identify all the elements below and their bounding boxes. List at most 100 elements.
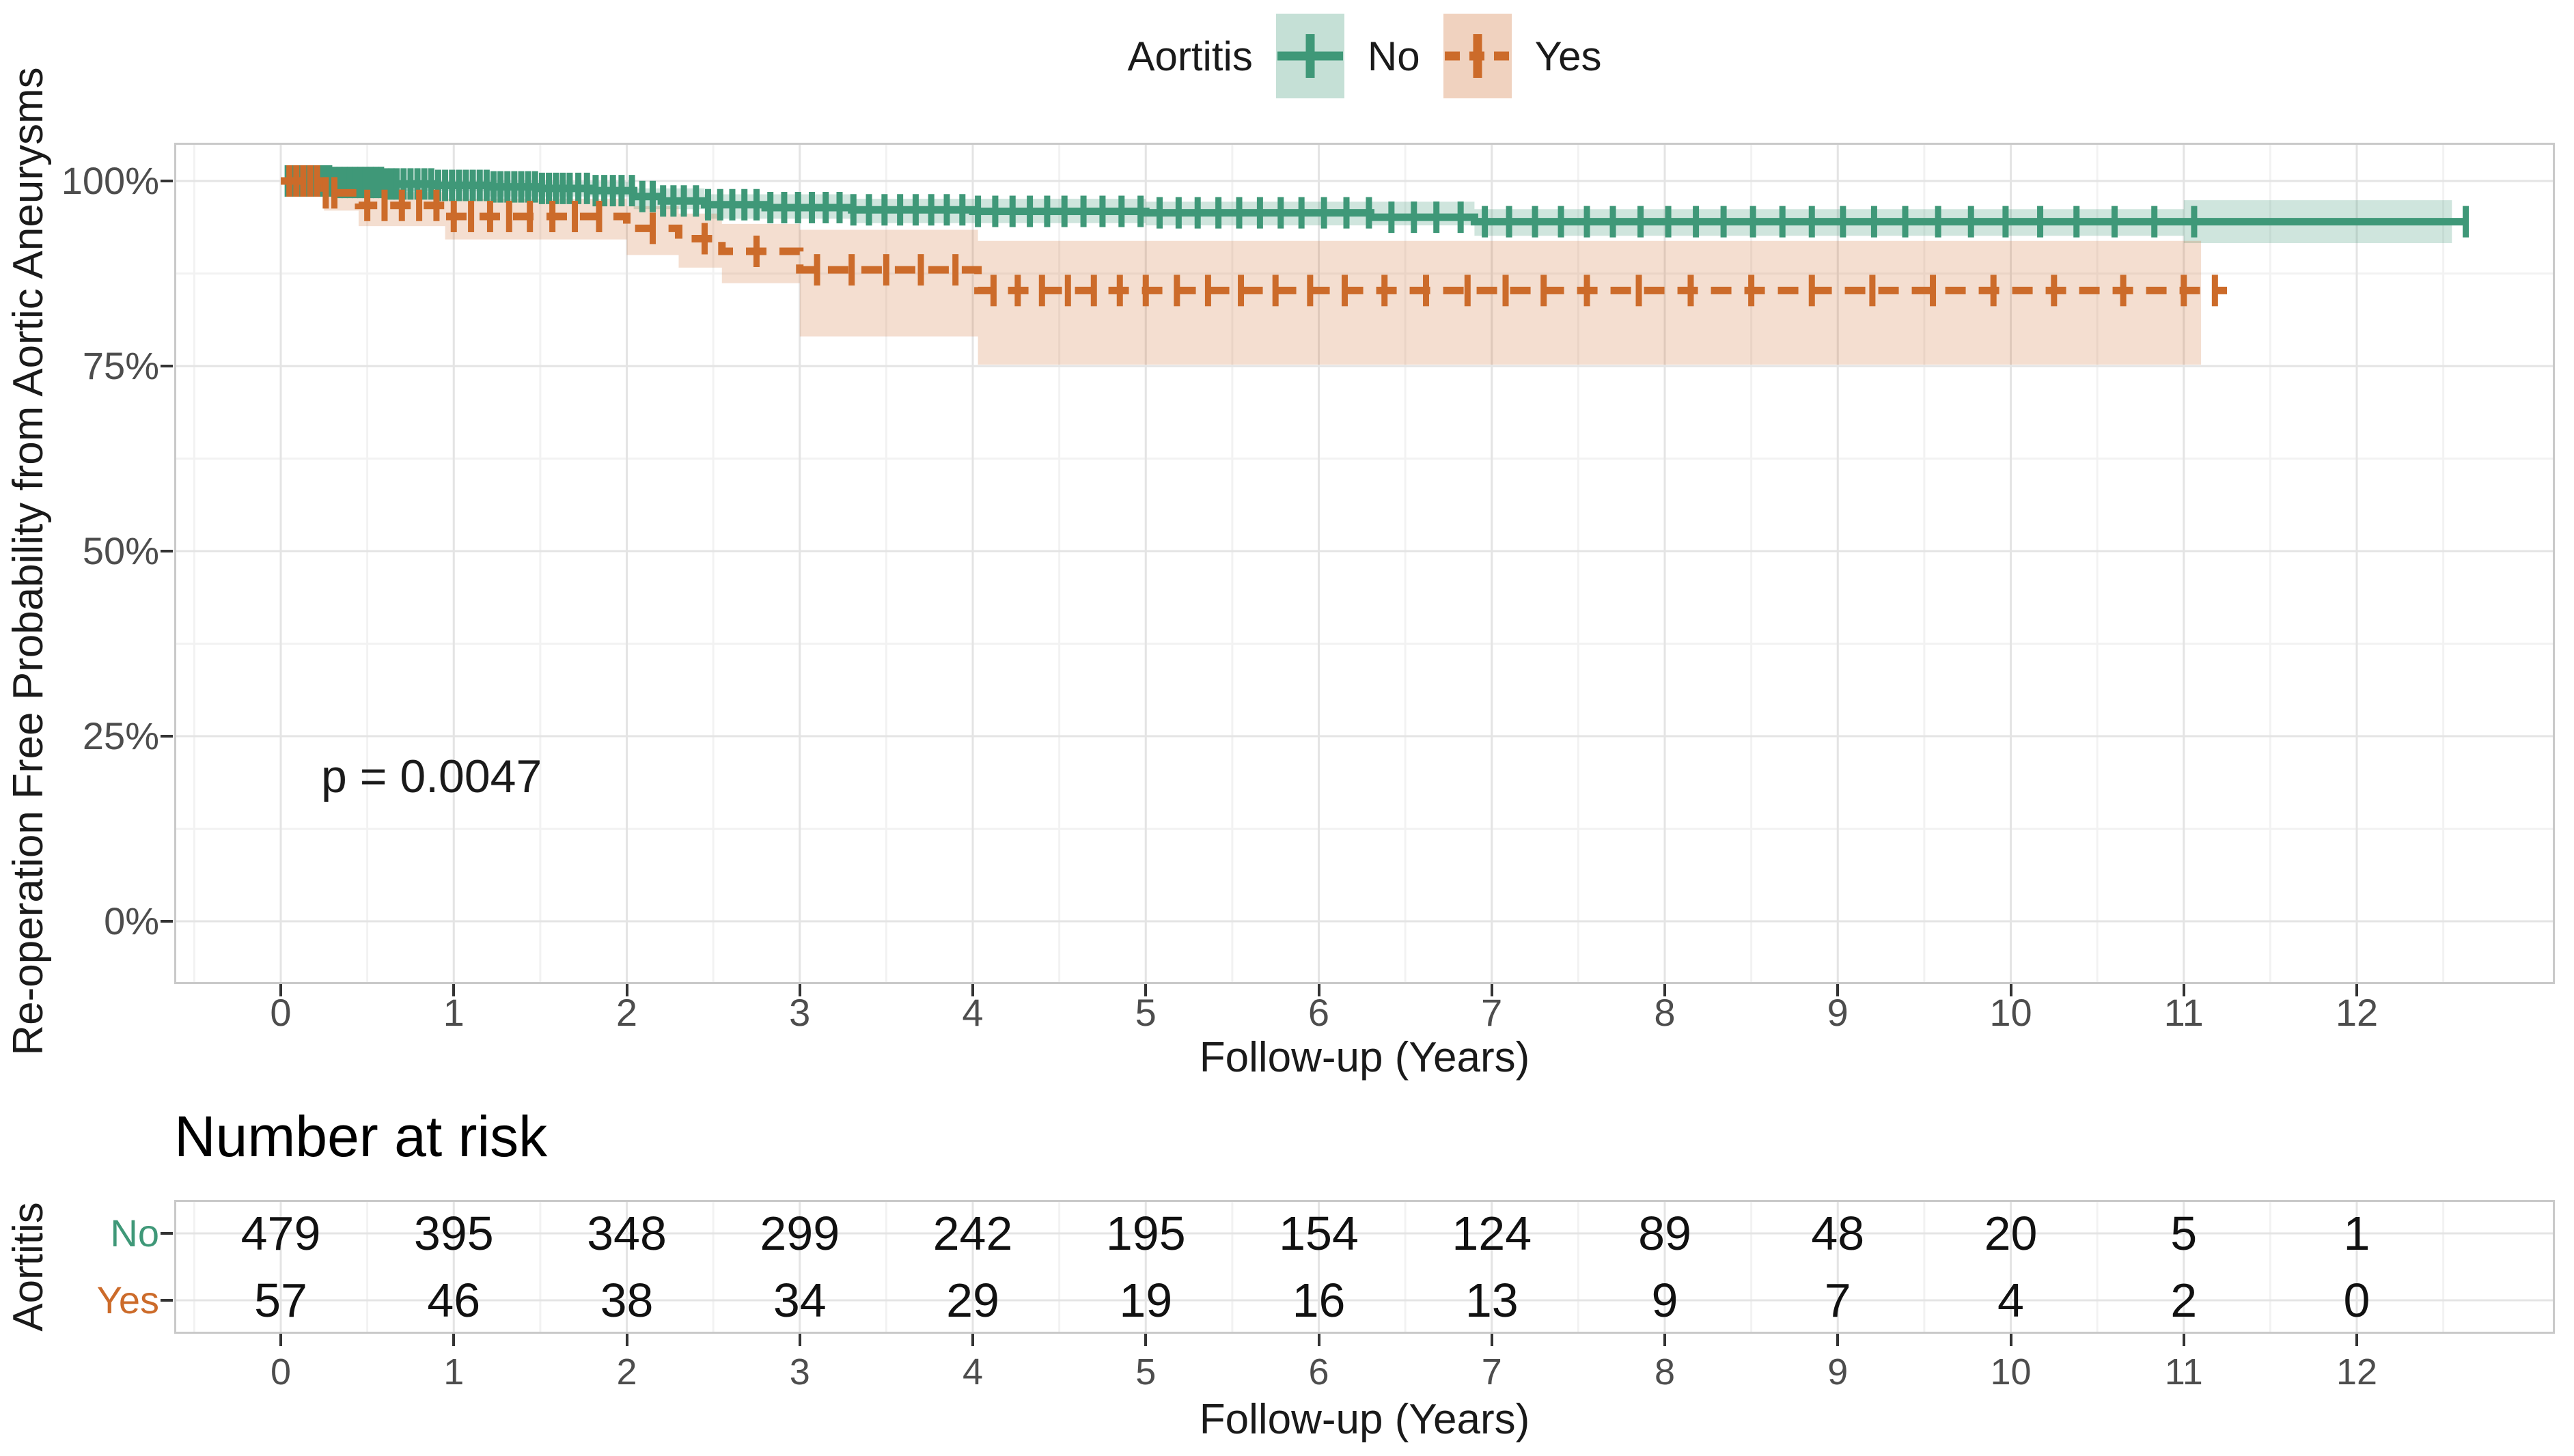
risk-x-tick-mark bbox=[1144, 1334, 1148, 1346]
risk-count: 13 bbox=[1465, 1274, 1519, 1327]
x-tick-label: 2 bbox=[615, 991, 638, 1034]
x-tick-mark bbox=[971, 984, 974, 996]
x-tick-mark bbox=[1836, 984, 1840, 996]
x-tick-label: 5 bbox=[1135, 991, 1157, 1034]
risk-x-tick-mark bbox=[798, 1334, 801, 1346]
y-tick-label: 0% bbox=[104, 899, 159, 942]
risk-count: 57 bbox=[254, 1274, 307, 1327]
x-tick-mark bbox=[1317, 984, 1320, 996]
y-tick-mark bbox=[161, 550, 173, 552]
risk-count: 19 bbox=[1119, 1274, 1173, 1327]
risk-count: 2 bbox=[2170, 1274, 2198, 1327]
risk-x-tick-mark bbox=[625, 1334, 628, 1346]
risk-row-label-no: No bbox=[110, 1212, 159, 1255]
risk-x-tick-mark bbox=[971, 1334, 974, 1346]
survival-plot-canvas bbox=[174, 143, 2555, 984]
risk-x-tick-label: 10 bbox=[1990, 1352, 2032, 1392]
risk-count: 395 bbox=[413, 1207, 494, 1260]
risk-count: 48 bbox=[1811, 1207, 1865, 1260]
x-tick-label: 4 bbox=[962, 991, 984, 1034]
risk-x-tick-label: 7 bbox=[1481, 1352, 1502, 1392]
x-tick-label: 3 bbox=[789, 991, 811, 1034]
y-tick-label: 100% bbox=[61, 159, 159, 202]
risk-table-heading: Number at risk bbox=[174, 1104, 548, 1168]
risk-row-tick-mark bbox=[161, 1299, 173, 1302]
risk-count: 7 bbox=[1824, 1274, 1851, 1327]
x-tick-mark bbox=[452, 984, 456, 996]
risk-count: 16 bbox=[1292, 1274, 1346, 1327]
x-tick-mark bbox=[1144, 984, 1148, 996]
x-tick-label: 10 bbox=[1989, 991, 2032, 1034]
risk-table-x-axis-title: Follow-up (Years) bbox=[1199, 1396, 1530, 1443]
x-tick-mark bbox=[798, 984, 801, 996]
x-tick-label: 7 bbox=[1481, 991, 1503, 1034]
y-tick-label: 75% bbox=[82, 344, 159, 387]
legend: Aortitis No Yes bbox=[174, 11, 2555, 101]
risk-count: 299 bbox=[760, 1207, 840, 1260]
y-tick-mark bbox=[161, 365, 173, 367]
x-tick-label: 12 bbox=[2335, 991, 2379, 1034]
risk-x-tick-label: 12 bbox=[2336, 1352, 2378, 1392]
risk-count: 124 bbox=[1452, 1207, 1532, 1260]
risk-row-label-yes: Yes bbox=[96, 1278, 159, 1321]
risk-count: 195 bbox=[1105, 1207, 1186, 1260]
risk-count: 348 bbox=[587, 1207, 667, 1260]
risk-x-tick-label: 0 bbox=[270, 1352, 292, 1392]
risk-x-tick-label: 6 bbox=[1308, 1352, 1329, 1392]
risk-x-tick-label: 1 bbox=[443, 1352, 465, 1392]
legend-label-yes: Yes bbox=[1534, 33, 1602, 79]
x-tick-label: 6 bbox=[1307, 991, 1330, 1034]
risk-count: 20 bbox=[1984, 1207, 2038, 1260]
y-tick-mark bbox=[161, 735, 173, 738]
risk-count: 1 bbox=[2343, 1207, 2370, 1260]
risk-x-tick-label: 5 bbox=[1135, 1352, 1157, 1392]
risk-x-tick-label: 3 bbox=[789, 1352, 810, 1392]
risk-count: 479 bbox=[240, 1207, 321, 1260]
risk-x-tick-mark bbox=[452, 1334, 456, 1346]
risk-count: 46 bbox=[427, 1274, 481, 1327]
y-tick-mark bbox=[161, 920, 173, 923]
risk-x-tick-mark bbox=[1317, 1334, 1320, 1346]
x-tick-mark bbox=[2182, 984, 2185, 996]
x-tick-mark bbox=[625, 984, 628, 996]
risk-count: 0 bbox=[2343, 1274, 2370, 1327]
x-tick-label: 1 bbox=[443, 991, 465, 1034]
risk-table-canvas bbox=[174, 1200, 2555, 1334]
y-tick-mark bbox=[161, 180, 173, 182]
risk-x-tick-label: 4 bbox=[962, 1352, 984, 1392]
x-tick-label: 11 bbox=[2163, 991, 2204, 1034]
risk-count: 5 bbox=[2170, 1207, 2198, 1260]
risk-count: 34 bbox=[773, 1274, 827, 1327]
y-tick-label: 25% bbox=[82, 714, 159, 757]
risk-count: 29 bbox=[946, 1274, 999, 1327]
risk-x-tick-label: 8 bbox=[1654, 1352, 1676, 1392]
x-tick-mark bbox=[1490, 984, 1493, 996]
y-tick-label: 50% bbox=[82, 529, 159, 572]
x-tick-mark bbox=[2355, 984, 2358, 996]
risk-x-tick-mark bbox=[2355, 1334, 2358, 1346]
legend-label-no: No bbox=[1367, 33, 1420, 79]
risk-x-tick-mark bbox=[279, 1334, 282, 1346]
risk-x-tick-mark bbox=[1663, 1334, 1666, 1346]
x-axis-title: Follow-up (Years) bbox=[1199, 1034, 1530, 1081]
legend-key-no-icon bbox=[1275, 14, 1344, 98]
risk-count: 38 bbox=[600, 1274, 654, 1327]
risk-x-tick-label: 9 bbox=[1827, 1352, 1849, 1392]
risk-x-tick-mark bbox=[1490, 1334, 1493, 1346]
risk-x-tick-label: 2 bbox=[616, 1352, 637, 1392]
risk-row-tick-mark bbox=[161, 1232, 173, 1235]
x-tick-mark bbox=[2009, 984, 2012, 996]
p-value-annotation: p = 0.0047 bbox=[321, 751, 542, 802]
risk-count: 9 bbox=[1651, 1274, 1678, 1327]
risk-x-tick-mark bbox=[2009, 1334, 2012, 1346]
x-tick-mark bbox=[279, 984, 282, 996]
risk-count: 242 bbox=[932, 1207, 1013, 1260]
x-tick-label: 8 bbox=[1654, 991, 1676, 1034]
risk-count: 4 bbox=[1997, 1274, 2024, 1327]
legend-title: Aortitis bbox=[1127, 33, 1253, 79]
risk-x-tick-label: 11 bbox=[2164, 1352, 2203, 1392]
risk-count: 89 bbox=[1638, 1207, 1691, 1260]
x-tick-label: 9 bbox=[1827, 991, 1849, 1034]
legend-key-yes-icon bbox=[1443, 14, 1512, 98]
